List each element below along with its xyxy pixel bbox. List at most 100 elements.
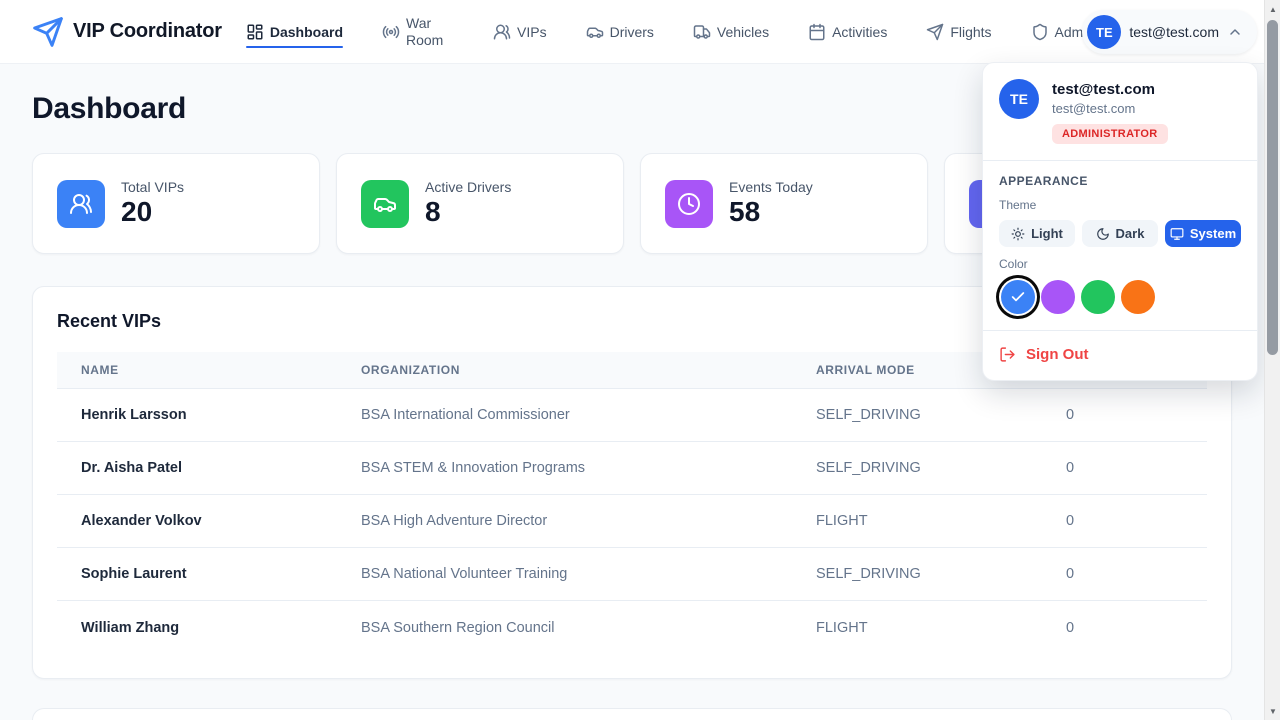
stat-label: Events Today [729,179,813,196]
stat-label: Total VIPs [121,179,185,196]
nav-label: Vehicles [716,23,770,40]
vip-events: 0 [1066,619,1075,636]
log-out-icon [1000,347,1015,362]
vip-events: 0 [1066,566,1075,582]
monitor-icon [1170,227,1184,240]
vertical-scrollbar: ▲ ▼ [1264,0,1280,720]
theme-label: Theme [999,198,1037,212]
car-icon [586,27,603,38]
scrollbar-thumb[interactable] [1267,20,1278,355]
color-swatch-blue[interactable] [1001,280,1035,314]
vip-name: Sophie Laurent [81,566,187,582]
appearance-label: APPEARANCE [999,174,1088,188]
dashboard-grid-icon [247,24,263,39]
color-swatch-purple[interactable] [1041,280,1075,314]
car-icon [361,179,409,228]
table-row[interactable]: William Zhang BSA Southern Region Counci… [57,601,1207,654]
nav-label: Dashboard [269,23,343,40]
table-row[interactable]: Sophie Laurent BSA National Volunteer Tr… [57,548,1207,601]
moon-icon [1096,227,1109,240]
theme-dark-label: Dark [1115,226,1145,241]
sun-icon [1011,227,1025,240]
avatar: TE [999,79,1039,119]
theme-light-button[interactable]: Light [999,220,1075,247]
main-nav: Dashboard War Room VIPs Drivers Vehicles… [245,0,1094,64]
nav-item-vips[interactable]: VIPs [493,0,547,64]
vip-organization: BSA High Adventure Director [361,513,548,529]
user-sub-email: test@test.com [1052,101,1136,116]
nav-label: Activities [832,23,888,40]
column-header-arrival-mode: ARRIVAL MODE [816,363,915,377]
table-row[interactable]: Dr. Aisha Patel BSA STEM & Innovation Pr… [57,442,1207,495]
user-menu-button[interactable]: TE test@test.com [1082,10,1257,54]
color-label: Color [999,257,1028,271]
nav-label: Drivers [609,23,654,40]
nav-label: VIPs [517,23,547,40]
vip-events: 0 [1066,407,1075,423]
vip-arrival-mode: SELF_DRIVING [816,460,921,476]
color-swatch-green[interactable] [1081,280,1115,314]
table-row[interactable]: Alexander Volkov BSA High Adventure Dire… [57,495,1207,548]
chevron-up-icon [1230,29,1240,35]
vip-arrival-mode: SELF_DRIVING [816,407,921,423]
sign-out-label: Sign Out [1026,346,1089,363]
sign-out-button[interactable]: Sign Out [983,331,1257,380]
radio-icon [382,25,400,38]
vip-arrival-mode: SELF_DRIVING [816,566,921,582]
scroll-up-arrow[interactable]: ▲ [1269,4,1277,14]
vip-name: William Zhang [81,619,180,636]
stat-card-total-vips: Total VIPs 20 [32,153,320,254]
table-row[interactable]: Henrik Larsson BSA International Commiss… [57,389,1207,442]
vip-organization: BSA International Commissioner [361,407,570,423]
clock-icon [665,179,713,228]
stat-card-events-today: Events Today 58 [640,153,928,254]
next-card-edge [32,708,1232,720]
recent-vips-title: Recent VIPs [57,311,162,331]
app-header: VIP Coordinator Dashboard War Room VIPs … [0,0,1280,64]
shield-icon [1032,23,1047,40]
appearance-section: APPEARANCE Theme Light Dark System Color [983,161,1257,331]
theme-system-label: System [1189,226,1237,241]
user-email: test@test.com [1129,24,1219,40]
plane-icon [927,23,944,40]
nav-label: Flights [950,23,992,40]
vip-name: Alexander Volkov [81,513,202,529]
nav-item-vehicles[interactable]: Vehicles [693,0,769,64]
calendar-icon [809,23,825,40]
dropdown-user-info: TE test@test.com test@test.com ADMINISTR… [983,63,1257,161]
nav-label: War Room [406,14,444,48]
vip-events: 0 [1066,513,1075,529]
color-swatch-orange[interactable] [1121,280,1155,314]
recent-vips-table: NAME ORGANIZATION ARRIVAL MODE EVENTS He… [57,352,1207,654]
stat-value: 20 [121,196,153,228]
theme-system-button[interactable]: System [1165,220,1241,247]
vip-organization: BSA Southern Region Council [361,619,555,636]
nav-item-dashboard[interactable]: Dashboard [245,0,344,64]
theme-dark-button[interactable]: Dark [1082,220,1158,247]
stat-card-active-drivers: Active Drivers 8 [336,153,624,254]
vip-name: Henrik Larsson [81,407,187,423]
vip-organization: BSA STEM & Innovation Programs [361,460,586,476]
theme-light-label: Light [1031,226,1063,241]
nav-item-drivers[interactable]: Drivers [586,0,654,64]
column-header-name: NAME [81,363,119,377]
scroll-down-arrow[interactable]: ▼ [1269,706,1277,716]
color-selector [999,280,1241,314]
theme-selector: Light Dark System [999,220,1241,247]
vip-events: 0 [1066,460,1075,476]
vip-arrival-mode: FLIGHT [816,513,868,529]
nav-item-activities[interactable]: Activities [808,0,887,64]
nav-item-flights[interactable]: Flights [926,0,992,64]
users-icon [57,179,105,228]
user-dropdown-menu: TE test@test.com test@test.com ADMINISTR… [982,62,1258,381]
nav-item-war-room[interactable]: War Room [382,0,454,64]
stat-value: 58 [729,196,761,228]
app-title: VIP Coordinator [73,20,222,42]
paper-plane-logo-icon [33,16,63,47]
users-icon [493,24,511,39]
user-email: test@test.com [1052,81,1155,98]
check-icon [1011,292,1025,302]
vip-arrival-mode: FLIGHT [816,619,868,636]
page-title: Dashboard [32,92,186,125]
avatar: TE [1087,15,1122,49]
